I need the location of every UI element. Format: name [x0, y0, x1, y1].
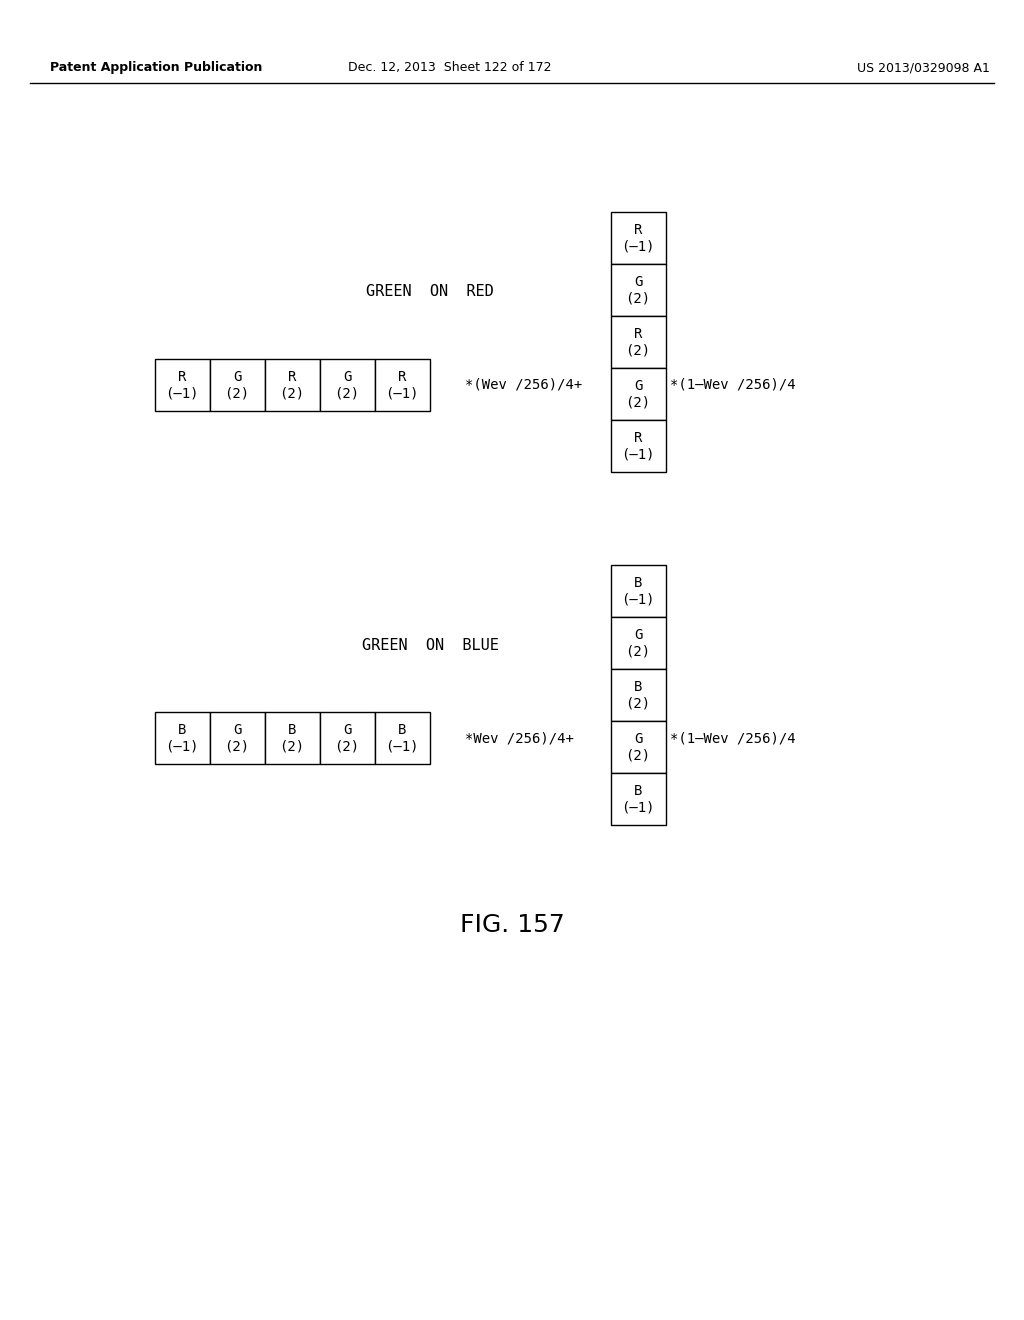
Bar: [610, 616, 666, 669]
Text: G
(2): G (2): [626, 628, 650, 659]
Bar: [375, 711, 429, 764]
Bar: [155, 359, 210, 411]
Text: R
(2): R (2): [626, 327, 650, 358]
Bar: [210, 359, 264, 411]
Text: R
(–1): R (–1): [622, 430, 654, 461]
Text: *(1–Wev /256)/4: *(1–Wev /256)/4: [671, 378, 796, 392]
Text: B
(–1): B (–1): [622, 784, 654, 814]
Bar: [319, 711, 375, 764]
Bar: [610, 565, 666, 616]
Bar: [264, 711, 319, 764]
Text: Patent Application Publication: Patent Application Publication: [50, 62, 262, 74]
Text: B
(2): B (2): [280, 723, 304, 754]
Bar: [610, 315, 666, 368]
Bar: [610, 368, 666, 420]
Bar: [610, 264, 666, 315]
Bar: [264, 359, 319, 411]
Text: R
(2): R (2): [280, 370, 304, 400]
Text: B
(–1): B (–1): [165, 723, 199, 754]
Bar: [155, 711, 210, 764]
Bar: [610, 774, 666, 825]
Bar: [610, 420, 666, 473]
Text: R
(–1): R (–1): [165, 370, 199, 400]
Bar: [610, 669, 666, 721]
Text: GREEN  ON  RED: GREEN ON RED: [367, 285, 494, 300]
Bar: [210, 711, 264, 764]
Text: G
(2): G (2): [335, 370, 359, 400]
Text: *(Wev /256)/4+: *(Wev /256)/4+: [465, 378, 583, 392]
Text: G
(2): G (2): [626, 731, 650, 762]
Bar: [610, 721, 666, 774]
Text: FIG. 157: FIG. 157: [460, 913, 564, 937]
Text: G
(2): G (2): [224, 723, 250, 754]
Text: B
(–1): B (–1): [385, 723, 419, 754]
Text: R
(–1): R (–1): [622, 223, 654, 253]
Text: G
(2): G (2): [224, 370, 250, 400]
Text: *(1–Wev /256)/4: *(1–Wev /256)/4: [671, 731, 796, 744]
Text: R
(–1): R (–1): [385, 370, 419, 400]
Text: G
(2): G (2): [626, 379, 650, 409]
Text: Dec. 12, 2013  Sheet 122 of 172: Dec. 12, 2013 Sheet 122 of 172: [348, 62, 552, 74]
Text: *Wev /256)/4+: *Wev /256)/4+: [465, 731, 573, 744]
Text: GREEN  ON  BLUE: GREEN ON BLUE: [361, 638, 499, 652]
Bar: [375, 359, 429, 411]
Text: B
(2): B (2): [626, 680, 650, 710]
Bar: [319, 359, 375, 411]
Text: B
(–1): B (–1): [622, 576, 654, 606]
Bar: [610, 213, 666, 264]
Text: US 2013/0329098 A1: US 2013/0329098 A1: [857, 62, 990, 74]
Text: G
(2): G (2): [626, 275, 650, 305]
Text: G
(2): G (2): [335, 723, 359, 754]
